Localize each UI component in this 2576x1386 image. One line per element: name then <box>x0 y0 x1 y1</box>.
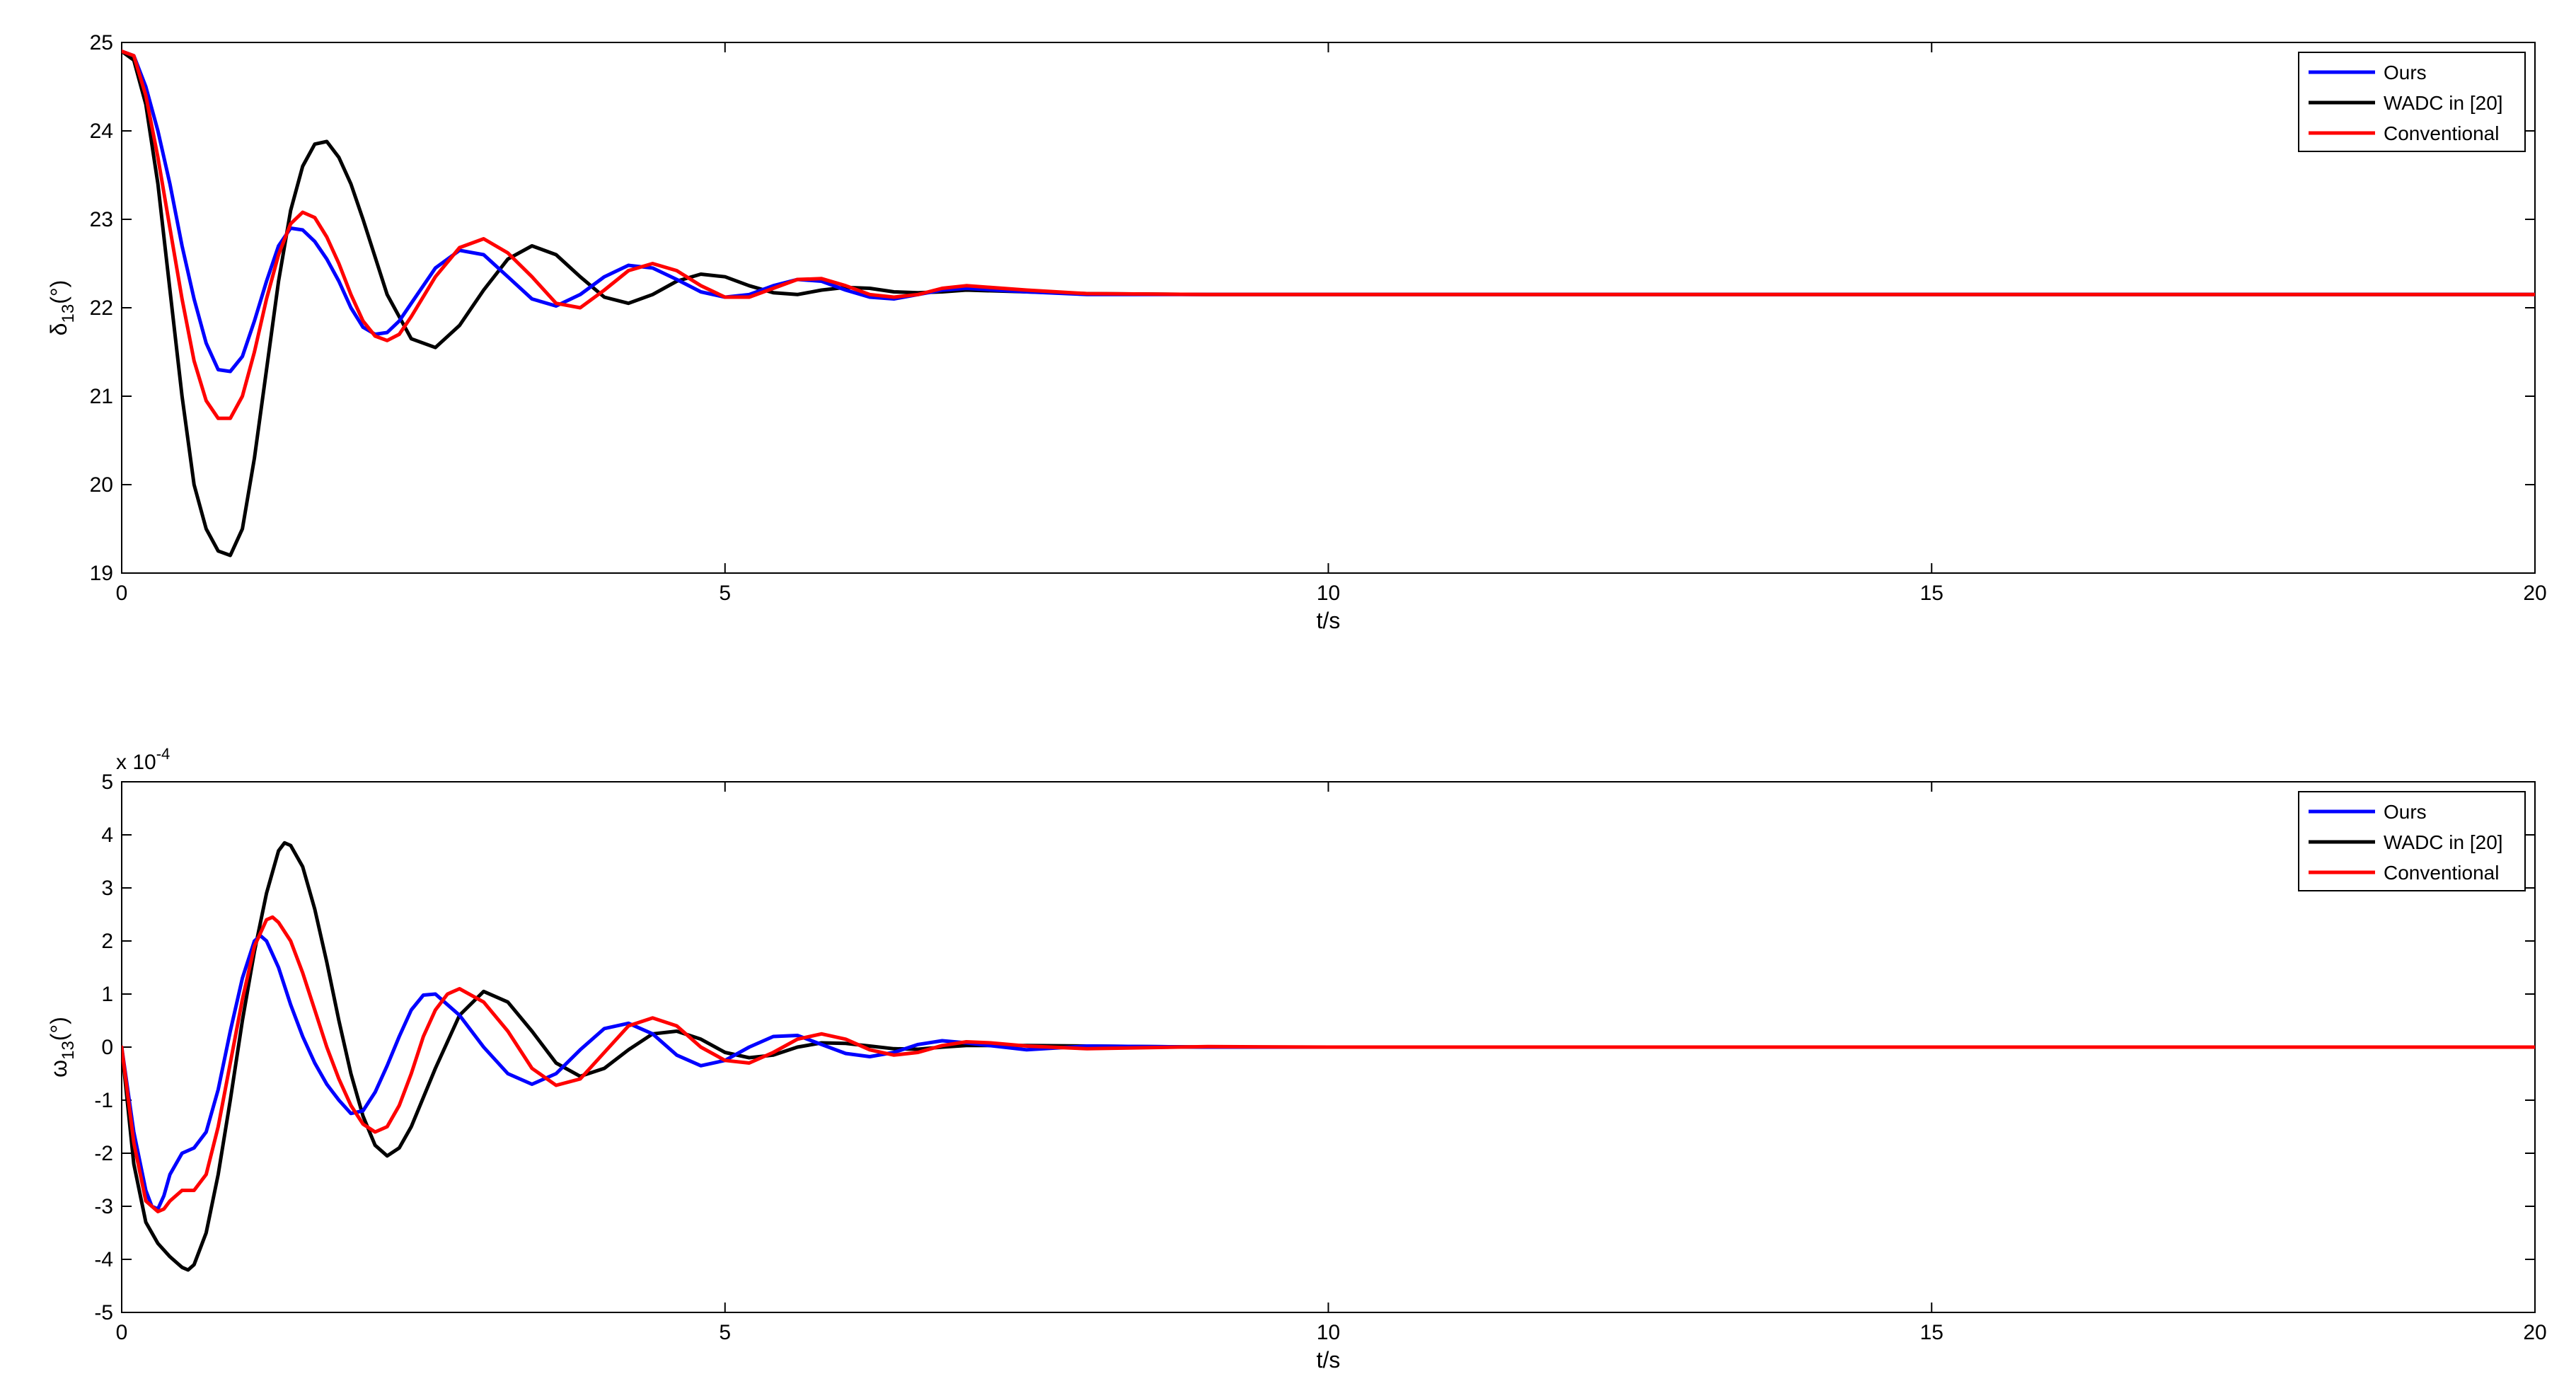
legend-label: Ours <box>2384 62 2427 83</box>
series-group <box>122 841 2535 1272</box>
x-tick-label: 5 <box>719 582 731 605</box>
legend-label: WADC in [20] <box>2384 92 2503 114</box>
x-tick-label: 15 <box>1920 1321 1943 1344</box>
y-tick-label: 22 <box>90 296 113 320</box>
y-axis-label: ω13(°) <box>46 1017 78 1078</box>
y-tick-label: -4 <box>94 1248 113 1271</box>
x-tick-label: 20 <box>2523 582 2546 605</box>
y-tick-label: 24 <box>90 120 113 143</box>
y-tick-label: 5 <box>101 770 113 794</box>
series-line-ours <box>122 934 2535 1211</box>
x-tick-label: 20 <box>2523 1321 2546 1344</box>
y-tick-label: 3 <box>101 877 113 900</box>
series-group <box>122 50 2535 558</box>
legend-label: Conventional <box>2384 122 2499 144</box>
y-tick-label: -1 <box>94 1089 113 1112</box>
y-tick-label: -5 <box>94 1301 113 1324</box>
legend: Ours WADC in [20] Conventional <box>2298 52 2526 152</box>
x-axis-label: t/s <box>1317 608 1341 633</box>
y-tick-label: 23 <box>90 208 113 231</box>
y-tick-label: 20 <box>90 473 113 497</box>
x-tick-label: 0 <box>116 582 128 605</box>
y-tick-label: 19 <box>90 562 113 585</box>
series-line-conventional <box>122 915 2535 1213</box>
x-tick-label: 10 <box>1317 1321 1340 1344</box>
legend-label: WADC in [20] <box>2384 831 2503 853</box>
series-line-conventional <box>122 50 2535 420</box>
y-tick-label: 25 <box>90 31 113 54</box>
x-tick-label: 0 <box>116 1321 128 1344</box>
delta-plot: 0 5 10 15 20 19 20 21 22 23 24 25 t/s δ13(°) Ours WADC … <box>46 31 2547 633</box>
y-tick-label: 2 <box>101 930 113 953</box>
y-tick-label: -3 <box>94 1195 113 1218</box>
y-axis-label: δ13(°) <box>46 280 78 336</box>
legend-label: Ours <box>2384 801 2427 823</box>
legend: Ours WADC in [20] Conventional <box>2298 791 2526 891</box>
x-tick-label: 5 <box>719 1321 731 1344</box>
legend-label: Conventional <box>2384 862 2499 884</box>
y-tick-label: 4 <box>101 824 113 847</box>
y-tick-label: -2 <box>94 1142 113 1165</box>
x-tick-label: 10 <box>1317 582 1340 605</box>
y-tick-label: 0 <box>101 1036 113 1059</box>
y-tick-label: 21 <box>90 385 113 408</box>
x-axis-label: t/s <box>1317 1347 1341 1373</box>
x-tick-label: 15 <box>1920 582 1943 605</box>
y-tick-label: 1 <box>101 983 113 1006</box>
y-multiplier: x 10-4 <box>116 745 170 774</box>
